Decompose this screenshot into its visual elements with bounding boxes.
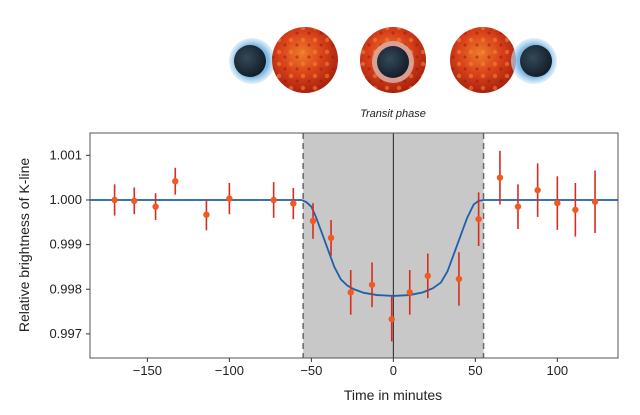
model-curve (90, 199, 618, 297)
data-point (111, 196, 118, 204)
data-point (270, 196, 277, 204)
y-axis-label: Relative brightness of K-line (16, 158, 32, 333)
star-texture (272, 27, 338, 93)
planet-right (520, 45, 552, 77)
data-point (455, 275, 463, 283)
data-point (572, 206, 579, 213)
data-point (347, 289, 354, 296)
y-tick-label: 0.998 (49, 281, 82, 296)
data-point (327, 234, 335, 242)
x-tick-label: −100 (215, 363, 244, 378)
x-tick-label: 0 (390, 363, 397, 378)
data-point (152, 203, 159, 210)
plot-frame (89, 132, 619, 359)
data-point (368, 281, 376, 288)
data-point (131, 197, 138, 205)
x-tick-label: −50 (300, 363, 322, 378)
data-point (424, 272, 431, 280)
y-tick-label: 1.000 (49, 192, 82, 207)
planet-middle (377, 46, 409, 78)
x-tick-label: −150 (133, 363, 162, 378)
planet-left (234, 45, 266, 77)
y-tick-label: 0.997 (49, 326, 82, 341)
illustration-caption: Transit phase (360, 108, 426, 120)
data-point (475, 215, 482, 223)
star-texture (450, 27, 516, 93)
data-point (290, 200, 297, 207)
plot-area: −150 −100 −50 0 50 100 1.001 1.000 0.999 0.998 0.9… (49, 132, 619, 378)
data-point (496, 174, 504, 181)
data-point (203, 211, 210, 218)
transit-illustration: Transit phase (229, 27, 557, 120)
x-tick-label: 100 (546, 363, 568, 378)
data-point (172, 178, 179, 185)
data-point (226, 195, 233, 202)
y-tick-label: 0.999 (49, 237, 82, 252)
data-point (514, 203, 522, 210)
data-point (534, 186, 541, 194)
data-point (406, 289, 413, 296)
data-point (591, 198, 599, 205)
x-tick-label: 50 (468, 363, 482, 378)
data-point (309, 217, 317, 225)
data-point (388, 315, 395, 323)
data-point (554, 199, 561, 207)
x-axis-label: Time in minutes (344, 387, 442, 403)
y-tick-label: 1.001 (49, 147, 82, 162)
